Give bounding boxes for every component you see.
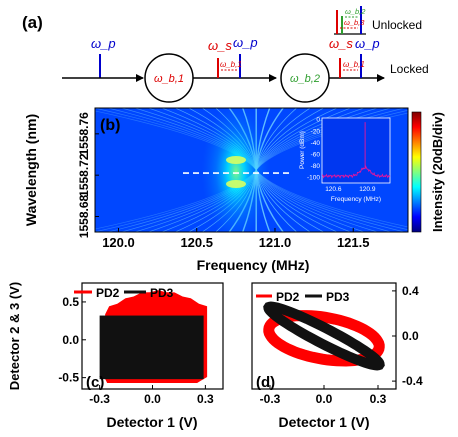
panel-c-y-tick-label: 0.0 bbox=[62, 333, 79, 347]
inset-y-tick-label: -100 bbox=[307, 175, 320, 182]
panel-d-pd3-ellipse bbox=[263, 301, 385, 371]
panel-c-y-tick-label: 0.5 bbox=[62, 295, 79, 309]
unlocked-label: Unlocked bbox=[372, 18, 422, 32]
heatmap-x-tick-label: 120.5 bbox=[180, 235, 213, 250]
panel-c-y-axis-label: Detector 2 & 3 (V) bbox=[7, 282, 22, 390]
panel-a-schematic: (a) ω_p ω_b,1 ω_s ω_p ω_b,1 ω_b,2 Locked… bbox=[22, 6, 429, 103]
inset-spectrum-trace bbox=[321, 122, 391, 179]
panel-d-y-tick-label: 0.0 bbox=[402, 329, 419, 343]
heatmap-x-ticks: 120.0 120.5 121.0 121.5 bbox=[102, 228, 369, 250]
panel-c-label: (c) bbox=[86, 374, 104, 391]
panel-a-label: (a) bbox=[22, 13, 43, 32]
inset-y-ticks: 0 -20 -40 -60 -80 -100 bbox=[307, 117, 320, 182]
panel-b-heatmap: (b) 120.0 120.5 121.0 121.5 1558.761558.721… bbox=[23, 107, 445, 273]
panel-c-x-tick-label: -0.3 bbox=[89, 392, 110, 406]
panel-d-y-tick-label: 0.4 bbox=[402, 284, 419, 298]
heatmap-y-tick-label: 1558.72 bbox=[77, 153, 91, 197]
heatmap-x-tick-label: 121.0 bbox=[259, 235, 292, 250]
locked-omega-p-label: ω_p bbox=[355, 36, 380, 51]
panel-c-y-tick-label: -0.5 bbox=[58, 371, 79, 385]
heatmap-hotspot-lower bbox=[226, 180, 246, 188]
inset-plot-area bbox=[321, 117, 391, 184]
inset-y-tick-label: -40 bbox=[311, 140, 321, 147]
input-omega-p-label: ω_p bbox=[91, 36, 116, 51]
panel-c-scatter: -0.3 0.0 0.3 0.5 0.0 -0.5 PD2 PD3 (c) Detect… bbox=[7, 282, 224, 430]
mid-omega-s-label: ω_s bbox=[208, 38, 232, 53]
inset-x-tick-label: 120.9 bbox=[359, 186, 376, 193]
inset-x-ticks: 120.6 120.9 bbox=[325, 186, 376, 193]
heatmap-y-tick-label: 1558.68 bbox=[77, 194, 91, 238]
panel-d-x-axis-label: Detector 1 (V) bbox=[278, 414, 369, 430]
panel-c-x-tick-label: 0.0 bbox=[144, 392, 161, 406]
panel-c-x-ticks: -0.3 0.0 0.3 bbox=[89, 385, 214, 406]
inset-y-tick-label: 0 bbox=[316, 117, 320, 124]
colorbar-label: Intensity (20dB/div) bbox=[430, 112, 445, 232]
panel-c-legend-pd3: PD3 bbox=[150, 286, 174, 300]
panel-d-x-tick-label: -0.3 bbox=[260, 392, 281, 406]
inset-y-tick-label: -80 bbox=[311, 163, 321, 170]
panel-d-y-ticks: 0.4 0.0 -0.4 bbox=[392, 284, 423, 388]
heatmap-central-glow bbox=[202, 108, 270, 232]
panel-c-legend: PD2 PD3 bbox=[74, 286, 174, 300]
inset-y-tick-label: -60 bbox=[311, 151, 321, 158]
panel-c-y-ticks: 0.5 0.0 -0.5 bbox=[58, 295, 86, 385]
panel-c-x-tick-label: 0.3 bbox=[197, 392, 214, 406]
heatmap-x-axis-label: Frequency (MHz) bbox=[197, 257, 310, 273]
panel-c-pd3-region bbox=[99, 315, 204, 380]
ring-2-label: ω_b,2 bbox=[290, 73, 320, 85]
inset-x-axis-label: Frequency (MHz) bbox=[331, 196, 381, 203]
inset-y-axis-label: Power (dBm) bbox=[299, 131, 306, 169]
panel-d-legend-pd2: PD2 bbox=[276, 290, 300, 304]
colorbar bbox=[411, 111, 422, 233]
panel-d-legend: PD2 PD3 bbox=[256, 290, 350, 304]
panel-d-label: (d) bbox=[256, 374, 275, 391]
panel-c-x-axis-label: Detector 1 (V) bbox=[106, 414, 197, 430]
panel-d-x-tick-label: 0.0 bbox=[316, 392, 333, 406]
panel-b-label: (b) bbox=[100, 117, 120, 134]
mid-omega-p-label: ω_p bbox=[233, 35, 258, 50]
panel-d-x-ticks: -0.3 0.0 0.3 bbox=[260, 385, 387, 406]
inset-x-tick-label: 120.6 bbox=[325, 186, 342, 193]
heatmap-x-tick-label: 121.5 bbox=[337, 235, 370, 250]
panel-d-legend-pd3: PD3 bbox=[326, 290, 350, 304]
panel-d-pd2-ellipse bbox=[263, 310, 385, 367]
unlocked-omega-b2-label: ω_b,2 bbox=[345, 7, 366, 16]
heatmap-frame bbox=[94, 107, 409, 233]
inset-y-tick-label: -20 bbox=[311, 128, 321, 135]
unlocked-omega-b3-label: ω_b,3 bbox=[344, 18, 365, 27]
heatmap-y-axis-label: Wavelength (nm) bbox=[23, 114, 39, 226]
spectrum-inset: 0 -20 -40 -60 -80 -100 120.6 120.9 Frequency (… bbox=[299, 117, 391, 203]
panel-d-x-tick-label: 0.3 bbox=[370, 392, 387, 406]
panel-d-scatter: -0.3 0.0 0.3 0.4 0.0 -0.4 PD2 PD3 (d) Detect… bbox=[251, 282, 423, 430]
panel-c-legend-pd2: PD2 bbox=[96, 286, 120, 300]
mid-omega-b1-label: ω_b,1 bbox=[220, 60, 242, 69]
ring-1-label: ω_b,1 bbox=[154, 73, 184, 85]
locked-omega-s-label: ω_s bbox=[329, 36, 353, 51]
heatmap-y-tick-label: 1558.76 bbox=[77, 112, 91, 156]
panel-d-y-tick-label: -0.4 bbox=[402, 374, 423, 388]
locked-omega-b1-label: ω_b,1 bbox=[343, 60, 365, 69]
heatmap-hotspot-upper bbox=[226, 156, 246, 164]
heatmap-x-tick-label: 120.0 bbox=[102, 235, 135, 250]
locked-label: Locked bbox=[390, 62, 429, 76]
